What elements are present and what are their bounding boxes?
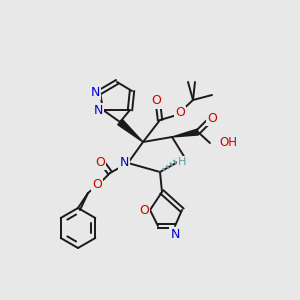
Text: O: O bbox=[92, 178, 102, 191]
Text: O: O bbox=[207, 112, 217, 124]
Polygon shape bbox=[172, 129, 199, 137]
Text: O: O bbox=[151, 94, 161, 107]
Text: N: N bbox=[119, 157, 129, 169]
Polygon shape bbox=[118, 119, 143, 142]
Text: O: O bbox=[139, 203, 149, 217]
Text: OH: OH bbox=[219, 136, 237, 149]
Text: O: O bbox=[175, 106, 185, 119]
Text: N: N bbox=[93, 103, 103, 116]
Text: O: O bbox=[95, 155, 105, 169]
Text: N: N bbox=[170, 227, 180, 241]
Text: H: H bbox=[178, 157, 186, 167]
Text: N: N bbox=[90, 85, 100, 98]
